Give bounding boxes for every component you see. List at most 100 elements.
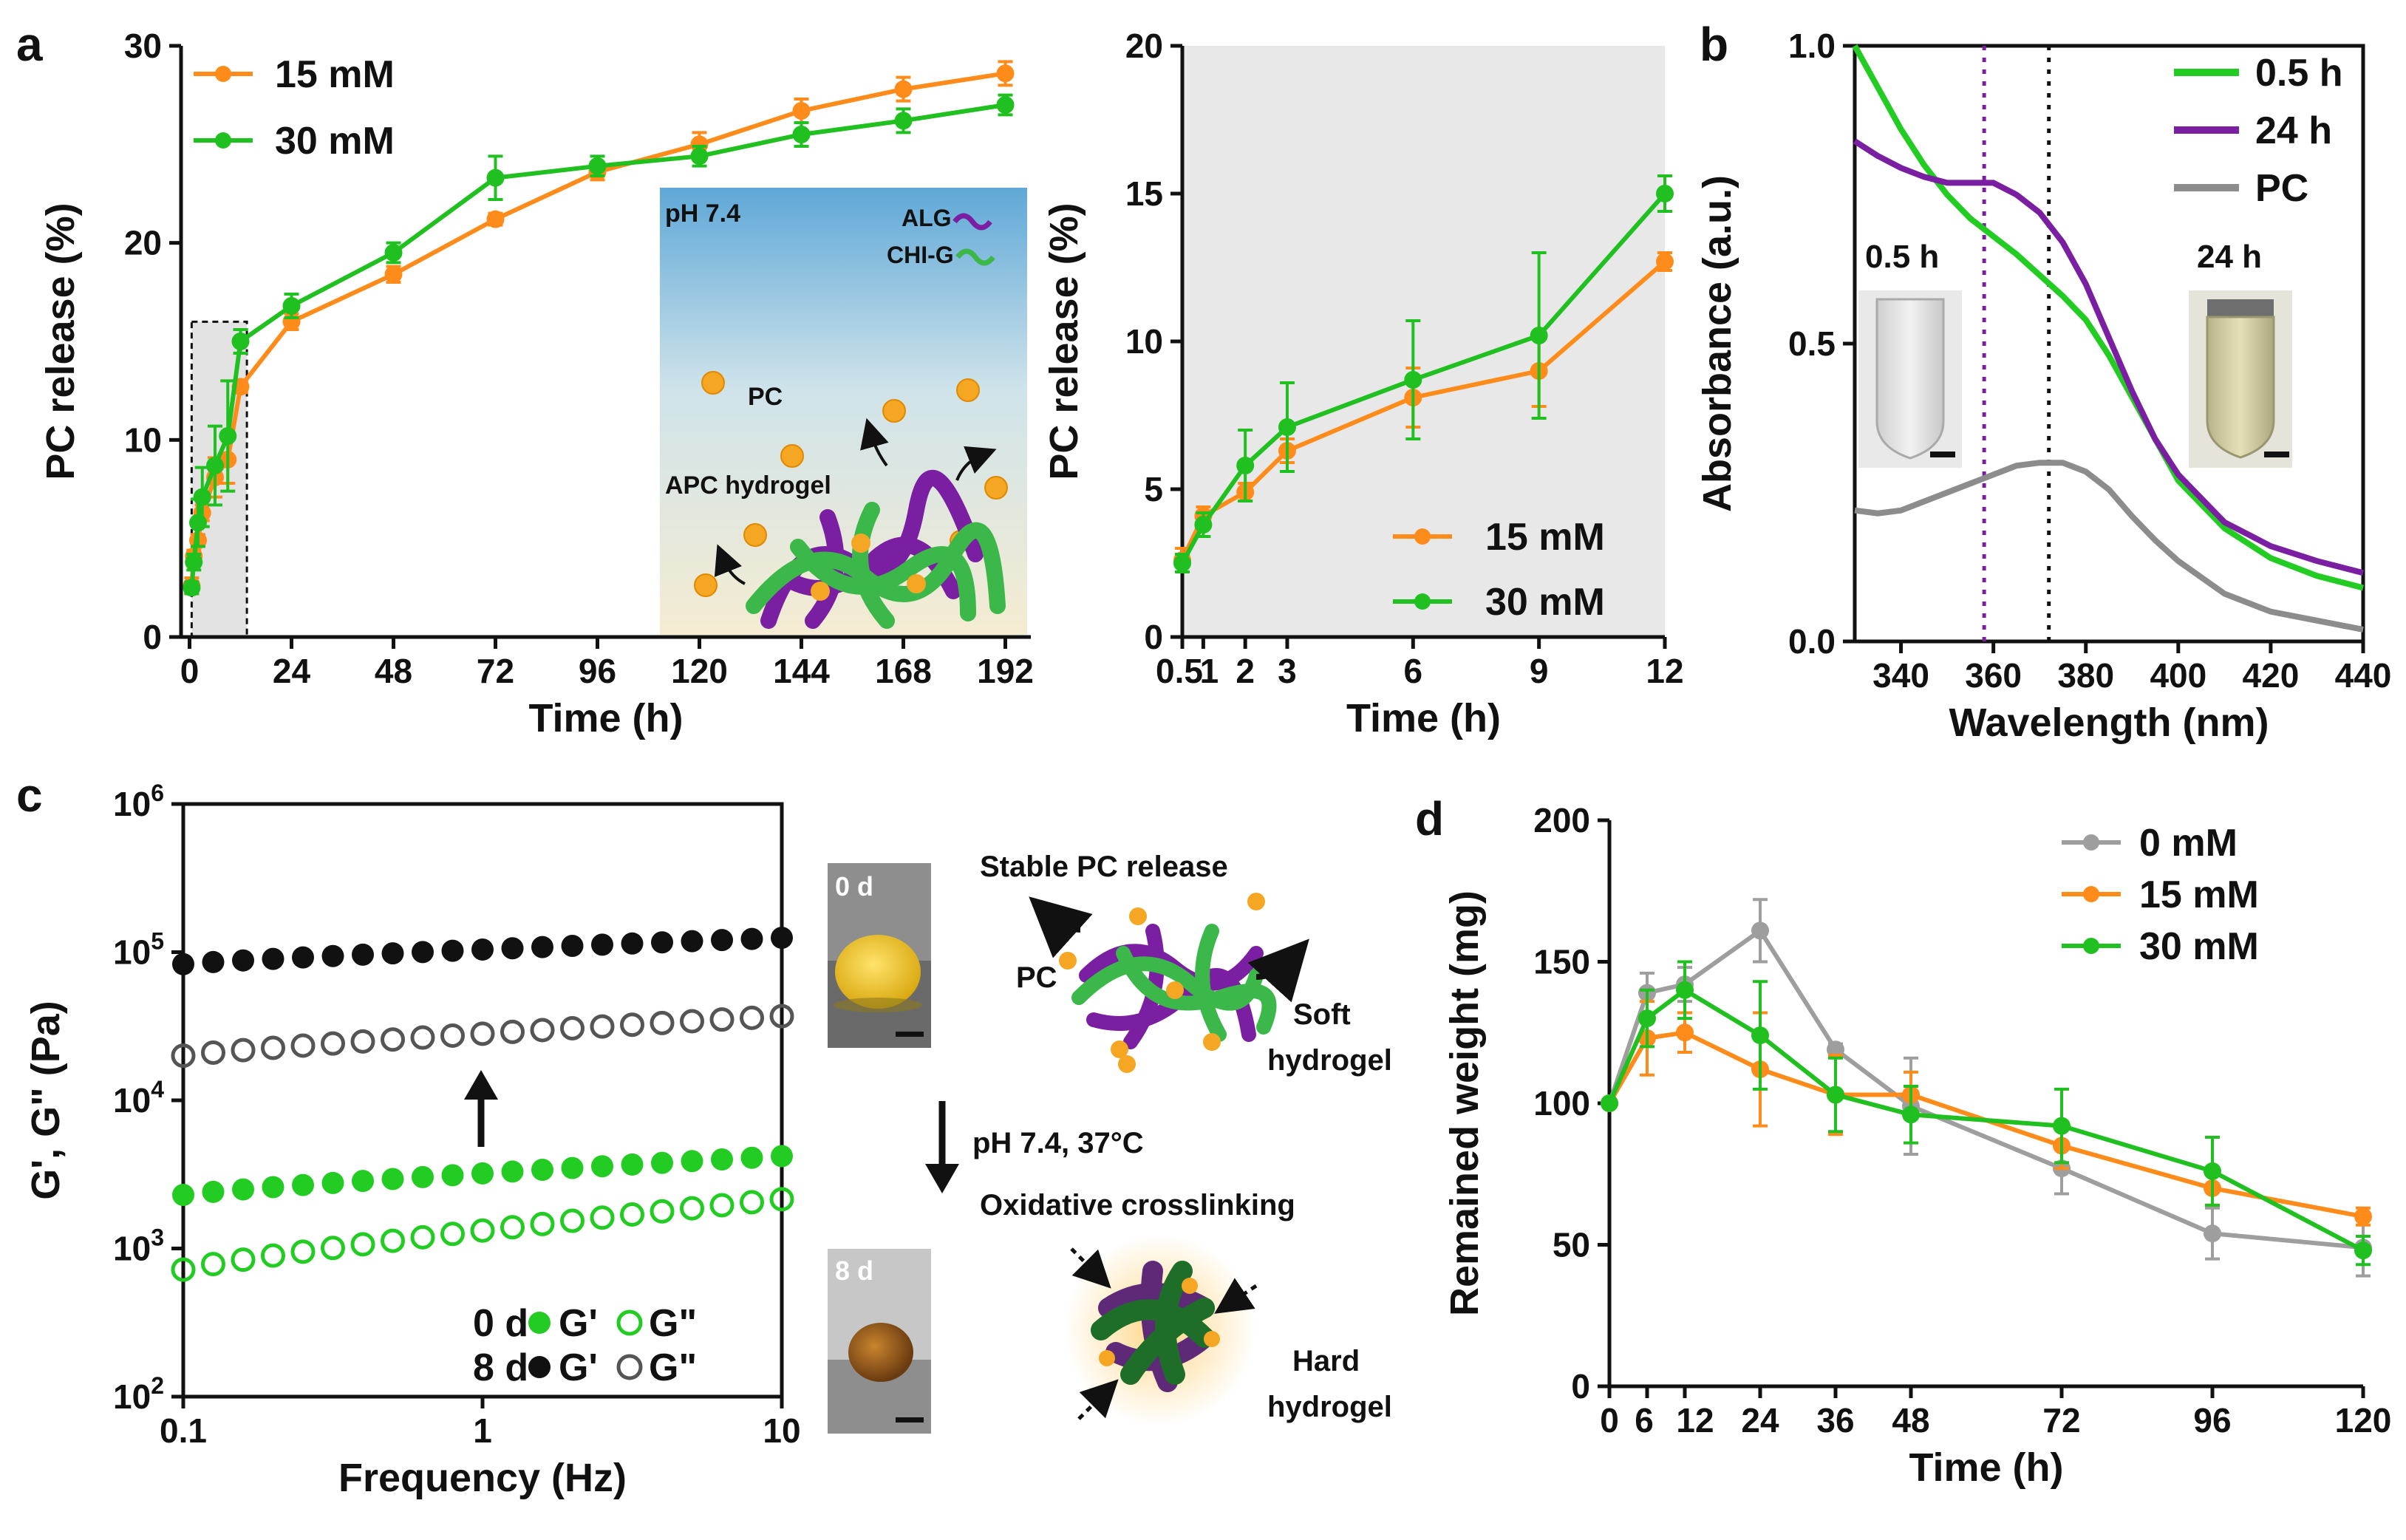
a-main-point-1 [792, 126, 811, 143]
b-y-tick-label: 1.0 [1788, 27, 1836, 65]
process-down-arrow [925, 1101, 959, 1193]
c-point-series-2 [591, 933, 613, 956]
c-point-series-3 [560, 1016, 585, 1041]
hard-label: Hard [1292, 1345, 1360, 1377]
c-point-series-0 [621, 1153, 644, 1176]
c-point-series-1 [650, 1199, 675, 1224]
c-y-tick-label: 105 [113, 928, 164, 972]
gel-8d-photo [848, 1323, 913, 1382]
c-point-series-0 [711, 1148, 733, 1171]
inset-alg-label: ALG [902, 205, 952, 231]
c-y-tick-label: 102 [113, 1372, 164, 1416]
release-arrows [714, 418, 997, 585]
a-zoom-y-tick-label: 5 [1144, 470, 1163, 508]
hard-label-2: hydrogel [1267, 1391, 1392, 1423]
d-point-2 [2053, 1117, 2071, 1135]
c-point-series-0 [262, 1176, 284, 1199]
a-zoom-point-1 [1530, 327, 1548, 344]
b-series-line-2 [1854, 460, 2364, 633]
a-main-y-tick-label: 10 [124, 420, 162, 459]
soft-network [1059, 893, 1277, 1073]
d-x-tick-label: 12 [1676, 1401, 1714, 1440]
d-x-axis-title: Time (h) [1909, 1445, 2063, 1490]
c-point-series-2 [621, 932, 644, 955]
c-point-series-3 [709, 1007, 735, 1032]
a-zoom-legend-swatch-marker [1414, 593, 1431, 610]
b-x-tick-label: 380 [2057, 656, 2114, 695]
a-main-point-1 [486, 168, 505, 187]
photo-8d-label: 8 d [835, 1255, 873, 1286]
a-main-point-1 [894, 112, 913, 130]
legend-0d-gpp-marker [616, 1309, 643, 1336]
c-point-series-1 [470, 1218, 495, 1243]
b-x-tick-label: 400 [2150, 656, 2206, 695]
c-point-series-0 [531, 1159, 553, 1182]
a-main-legend-label: 30 mM [275, 120, 395, 163]
a-main-point-1 [588, 157, 607, 175]
c-point-series-2 [711, 929, 733, 952]
c-point-series-3 [769, 1004, 794, 1029]
apc-hydrogel-schematic-inset: pH 7.4 ALG CHI-G PC APC hydrogel [660, 188, 1027, 635]
chart-a-main: pH 7.4 ALG CHI-G PC APC hydrogel [38, 27, 1034, 740]
vial-24h-body [2206, 316, 2275, 459]
a-main-y-tick-label: 30 [124, 27, 162, 65]
photo-0d-label: 0 d [835, 871, 873, 902]
c-point-series-3 [290, 1033, 316, 1058]
c-point-series-0 [381, 1168, 404, 1190]
c-point-series-1 [709, 1193, 735, 1218]
c-y-tick-label: 106 [113, 780, 164, 823]
a-main-x-axis-title: Time (h) [528, 696, 683, 740]
c-point-series-1 [201, 1252, 225, 1277]
d-point-2 [1601, 1094, 1618, 1112]
panel-label-c: c [16, 769, 43, 822]
c-point-series-1 [680, 1196, 704, 1221]
a-zoom-x-tick-label: 0.5 [1156, 652, 1203, 690]
d-point-2 [1638, 1009, 1656, 1028]
c-point-series-2 [381, 942, 404, 965]
schematic-pc-label: PC [1016, 961, 1057, 994]
panel-label-b: b [1700, 18, 1728, 71]
c-up-arrow [464, 1070, 498, 1147]
compression-arrows [1070, 1247, 1258, 1420]
chart-c: 0.1 1 10 102 103 104 105 106 Frequency (Hz) G', G… [24, 780, 801, 1500]
vial-photo-05h: 0.5 h [1858, 239, 1962, 468]
gel-0d-reflection [834, 998, 922, 1012]
c-point-series-2 [292, 946, 314, 969]
c-point-series-3 [410, 1025, 435, 1050]
vial-24h-cap [2207, 299, 2274, 317]
inset-pc-label: PC [748, 383, 783, 411]
vial-05h-scale-bar [1930, 452, 1955, 457]
d-y-tick-label: 50 [1553, 1226, 1590, 1264]
a-zoom-y-tick-label: 20 [1125, 27, 1163, 65]
c-x-tick-label: 0.1 [160, 1411, 207, 1450]
c-point-series-2 [202, 950, 225, 973]
hard-network [1091, 1261, 1220, 1392]
c-point-series-2 [232, 949, 254, 972]
d-legend-swatch-marker [2083, 886, 2099, 902]
a-main-point-0 [486, 210, 505, 228]
a-zoom-point-1 [1278, 418, 1296, 436]
a-main-x-tick-label: 120 [671, 652, 728, 690]
c-point-series-1 [740, 1190, 764, 1215]
d-x-tick-label: 6 [1635, 1401, 1654, 1440]
a-zoom-x-tick-label: 12 [1646, 652, 1683, 690]
legend-0d-gp-marker [528, 1312, 551, 1334]
d-point-2 [1827, 1086, 1844, 1104]
legend-0d-label: 0 d [473, 1302, 528, 1345]
d-point-2 [1902, 1105, 1920, 1124]
a-main-y-tick-label: 20 [124, 224, 162, 262]
c-point-series-0 [501, 1160, 524, 1183]
c-point-series-0 [321, 1171, 344, 1194]
gel-0d-photo [835, 935, 921, 1009]
c-point-series-0 [172, 1183, 194, 1206]
d-y-tick-label: 200 [1533, 801, 1590, 839]
a-main-point-1 [219, 427, 237, 445]
d-line-2 [1607, 987, 2365, 1253]
c-point-series-2 [501, 937, 524, 960]
b-y-axis-title: Absorbance (a.u.) [1695, 175, 1739, 512]
c-point-series-0 [202, 1180, 225, 1203]
c-point-series-2 [740, 927, 763, 950]
d-legend-label: 15 mM [2139, 873, 2259, 916]
